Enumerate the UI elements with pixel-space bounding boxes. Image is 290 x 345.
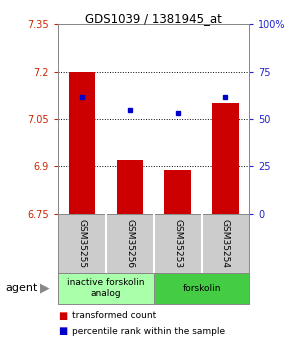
Text: GDS1039 / 1381945_at: GDS1039 / 1381945_at bbox=[85, 12, 222, 25]
Bar bbox=[212, 103, 239, 214]
Text: GSM35253: GSM35253 bbox=[173, 219, 182, 268]
Bar bbox=[154, 273, 249, 304]
Text: agent: agent bbox=[6, 283, 38, 293]
Bar bbox=[69, 72, 95, 214]
Text: ■: ■ bbox=[58, 326, 67, 336]
Bar bbox=[58, 273, 154, 304]
Text: transformed count: transformed count bbox=[72, 311, 157, 320]
Text: GSM35256: GSM35256 bbox=[125, 219, 134, 268]
Bar bbox=[117, 160, 143, 214]
Text: ■: ■ bbox=[58, 311, 67, 321]
Text: GSM35254: GSM35254 bbox=[221, 219, 230, 268]
Text: GSM35255: GSM35255 bbox=[77, 219, 86, 268]
Text: ▶: ▶ bbox=[40, 282, 50, 295]
Bar bbox=[164, 170, 191, 214]
Text: inactive forskolin
analog: inactive forskolin analog bbox=[67, 278, 145, 298]
Text: forskolin: forskolin bbox=[182, 284, 221, 293]
Text: percentile rank within the sample: percentile rank within the sample bbox=[72, 327, 226, 336]
